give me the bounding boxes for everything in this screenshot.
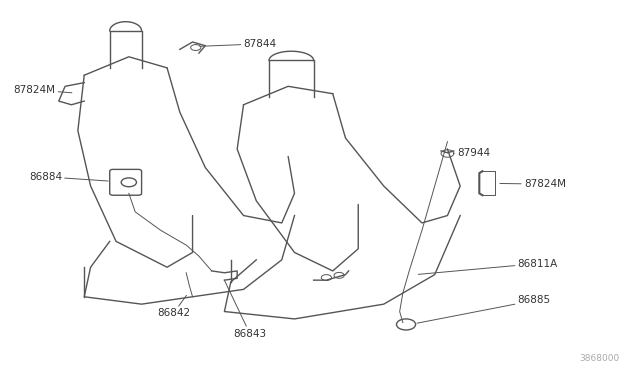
Text: 86884: 86884 [29, 172, 108, 182]
Text: 87944: 87944 [453, 148, 490, 158]
Text: 86843: 86843 [225, 280, 266, 339]
Text: 87844: 87844 [200, 39, 276, 49]
Text: 87824M: 87824M [13, 85, 72, 95]
Text: 3868000: 3868000 [579, 354, 620, 363]
Text: 86842: 86842 [157, 295, 190, 318]
Text: 87824M: 87824M [500, 179, 566, 189]
Text: 86811A: 86811A [419, 259, 558, 275]
Text: 86885: 86885 [417, 295, 550, 323]
